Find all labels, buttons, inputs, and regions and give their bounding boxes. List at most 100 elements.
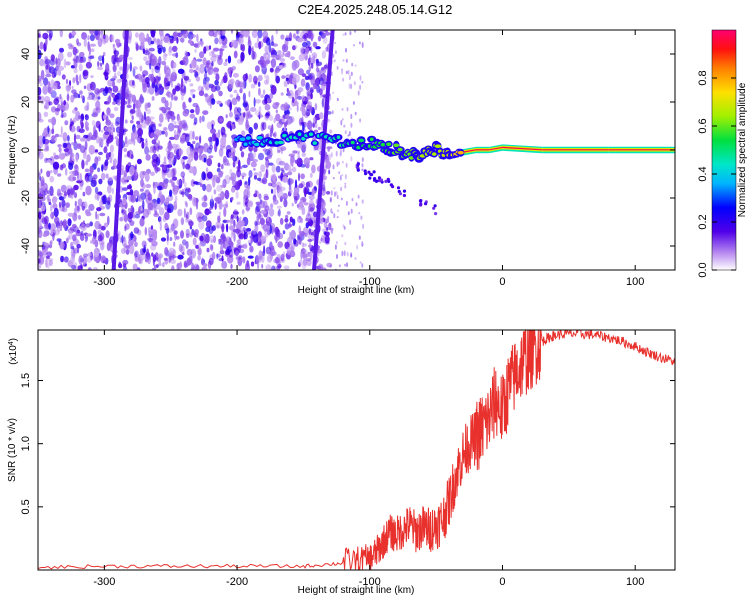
noise-cell [344, 184, 347, 189]
noise-cell [114, 54, 119, 63]
noise-cell [263, 195, 269, 201]
noise-cell [142, 171, 147, 176]
noise-cell [97, 167, 101, 173]
noise-cell [57, 52, 64, 62]
noise-cell [97, 96, 101, 100]
noise-cell [59, 241, 65, 250]
noise-cell [344, 174, 347, 180]
noise-cell [259, 111, 262, 119]
noise-cell [169, 153, 176, 158]
noise-cell [219, 30, 223, 37]
noise-cell [193, 263, 199, 270]
noise-cell [331, 110, 334, 115]
noise-cell [158, 113, 164, 123]
noise-cell [181, 94, 184, 101]
noise-cell [242, 102, 248, 108]
trace-core [434, 144, 442, 148]
noise-cell [164, 247, 169, 256]
noise-cell [61, 109, 64, 118]
noise-cell [192, 196, 197, 207]
noise-cell [68, 45, 74, 50]
noise-cell [291, 96, 295, 104]
trace-tail [356, 163, 360, 167]
noise-cell [123, 169, 128, 178]
noise-cell [166, 207, 172, 213]
noise-cell [338, 161, 340, 166]
snr-scale-base: (x10 [8, 345, 19, 365]
noise-cell [79, 173, 82, 181]
noise-cell [238, 233, 245, 240]
noise-cell [171, 93, 174, 101]
noise-cell [221, 79, 224, 84]
noise-cell [76, 143, 82, 150]
noise-cell [170, 259, 177, 265]
noise-cell [79, 118, 83, 126]
trace-tail [377, 179, 381, 183]
noise-cell [169, 101, 173, 109]
noise-cell [180, 37, 185, 43]
noise-cell [316, 85, 321, 93]
noise-cell [79, 51, 85, 58]
noise-cell [339, 149, 342, 155]
noise-cell [76, 125, 81, 133]
noise-cell [295, 30, 300, 35]
noise-cell [143, 50, 150, 56]
noise-cell [292, 33, 296, 39]
noise-cell [361, 199, 364, 204]
noise-cell [110, 128, 114, 136]
noise-cell [280, 167, 284, 172]
noise-cell [247, 153, 252, 158]
noise-cell [172, 181, 176, 192]
noise-cell [228, 151, 234, 159]
noise-cell [242, 79, 245, 89]
noise-cell [293, 238, 297, 245]
noise-cell [202, 183, 207, 192]
noise-cell [292, 218, 296, 226]
noise-cell [98, 151, 103, 156]
noise-cell [158, 216, 162, 223]
colorbar-label: Normalized spectral amplitude [737, 82, 748, 217]
noise-cell [310, 92, 313, 100]
noise-cell [236, 201, 241, 205]
x-tick-label: 100 [626, 276, 644, 288]
noise-cell [300, 164, 306, 168]
noise-cell [85, 233, 93, 237]
slanted-lines [111, 30, 335, 270]
noise-cell [64, 191, 68, 197]
noise-cell [173, 219, 178, 229]
noise-cell [325, 46, 329, 52]
noise-cell [105, 62, 110, 73]
noise-cell [134, 213, 140, 219]
noise-cell [302, 258, 308, 267]
noise-cell [252, 229, 257, 235]
noise-cell [38, 33, 41, 38]
noise-cell [235, 79, 241, 88]
noise-cell [84, 238, 88, 243]
noise-cell [236, 168, 242, 178]
noise-cell [72, 109, 77, 114]
noise-cell [131, 94, 137, 103]
noise-cell [93, 267, 98, 270]
noise-cell [59, 47, 64, 53]
noise-cell [201, 266, 208, 270]
noise-cell [165, 130, 168, 138]
noise-cell [215, 196, 222, 204]
noise-cell [313, 55, 316, 64]
noise-cell [201, 115, 205, 122]
trace-core [431, 152, 437, 156]
noise-cell [151, 67, 154, 75]
noise-cell [58, 134, 63, 138]
noise-cell [45, 133, 49, 137]
noise-cell [277, 150, 281, 154]
noise-cell [38, 258, 41, 264]
noise-cell [259, 200, 265, 209]
noise-cell [126, 185, 132, 190]
noise-cell [208, 45, 212, 50]
noise-cell [177, 267, 180, 270]
noise-cell [105, 173, 109, 179]
noise-cell [184, 50, 188, 58]
noise-cell [135, 108, 142, 118]
noise-cell [123, 141, 129, 148]
noise-cell [98, 240, 105, 246]
x-tick-label: -200 [226, 276, 248, 288]
